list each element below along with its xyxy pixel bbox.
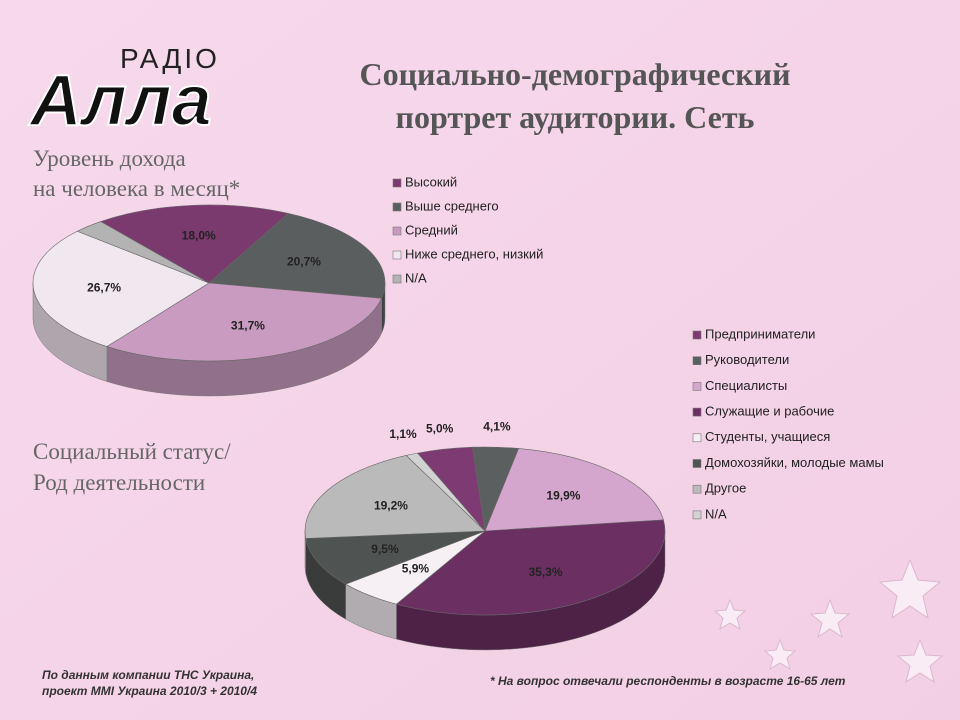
legend-label: Ниже среднего, низкий [405,246,543,261]
footnote: * На вопрос отвечали респонденты в возра… [490,674,846,688]
charts: 18,0% 20,7% 31,7% 26,7% Высокий Выше среднего… [32,174,884,651]
stars [713,558,944,684]
legend-label: Высокий [405,174,457,189]
data-label: 18,0% [182,229,216,243]
slice [304,455,486,539]
source: проект MMI Украина 2010/3 + 2010/4 [42,684,257,698]
legend-swatch [692,510,702,520]
legend-swatch [392,274,402,284]
legend-swatch [392,250,402,260]
data-label: 5,9% [402,562,430,576]
legend-label: Средний [405,222,458,237]
chart-title: Социальный статус/ [33,439,231,464]
data-label: 9,5% [371,542,399,556]
legend-label: Студенты, учащиеся [705,429,830,444]
data-label: 31,7% [231,319,265,333]
legend-label: Домохозяйки, молодые мамы [705,455,884,470]
slice [305,530,486,585]
slice [484,448,664,532]
chart-title: Уровень дохода [33,146,186,171]
data-label: 5,0% [426,422,454,436]
slide-title: портрет аудитории. Сеть [396,99,755,135]
legend-label: N/A [405,270,427,285]
slice [106,282,383,362]
legend-swatch [692,382,702,391]
data-label: 26,7% [87,280,121,294]
logo-top: РАДIO [120,43,220,74]
legend-swatch [392,226,402,236]
data-label: 35,3% [528,565,562,579]
legend-swatch [692,484,702,494]
data-label: 4,1% [483,419,511,433]
slice [32,230,210,347]
slice [395,519,666,616]
legend-swatch [692,356,702,366]
legend-label: Предприниматели [705,326,815,341]
legend-swatch [692,330,702,340]
legend-swatch [692,407,702,417]
chart-title: Род деятельности [33,470,205,495]
slice [405,452,486,532]
slice [76,221,210,284]
legend-label: Другое [705,481,746,496]
legend-label: Руководители [705,352,789,367]
pie: 5,0% 4,1% 19,9% 35,3% 5,9%9,5% 19,2% 1,1% Предп… [304,326,884,651]
data-label: 19,2% [374,498,408,512]
slide-title: Социально-демографический [359,56,790,92]
slice [208,213,386,299]
data-label: 1,1% [389,427,417,441]
data-label: 20,7% [287,255,321,269]
chart-title: на человека в месяц* [33,176,240,201]
pie: 18,0% 20,7% 31,7% 26,7% Высокий Выше среднего… [32,174,543,397]
legend-swatch [692,433,702,443]
logo-main: Алла [28,61,212,141]
slice [99,204,289,284]
legend-label: Специалисты [705,378,787,393]
legend-swatch [392,178,402,188]
source: По данным компании ТНС Украина, [42,668,254,682]
legend-label: Выше среднего [405,198,499,213]
data-label: 19,9% [546,489,580,503]
legend-swatch [392,202,402,212]
legend-label: N/A [705,506,727,521]
legend-swatch [692,459,702,468]
legend-label: Служащие и рабочие [705,404,834,419]
